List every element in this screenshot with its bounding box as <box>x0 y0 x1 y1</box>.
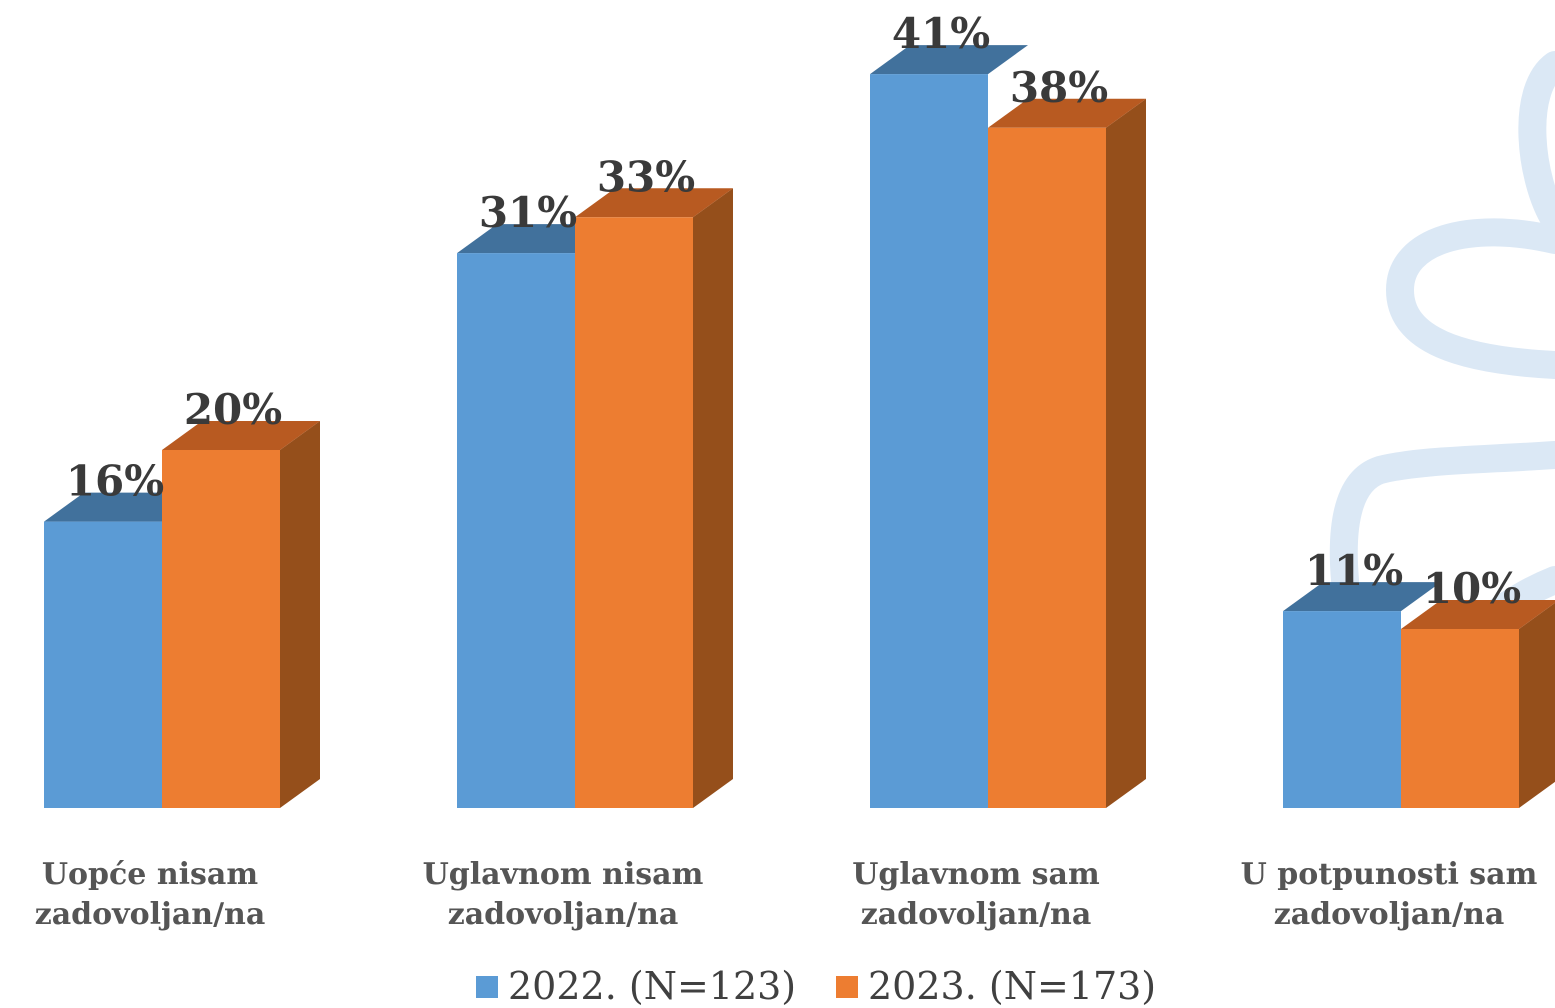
data-label-2022-3: 41% <box>892 9 990 58</box>
bar-front-face <box>988 127 1106 809</box>
legend-swatch <box>476 976 498 998</box>
bar-top-face <box>575 188 733 218</box>
bar-front-face <box>870 74 988 809</box>
bar-side-face <box>280 421 320 808</box>
bar-2022-4 <box>1283 582 1441 808</box>
legend-item-2023: 2023. (N=173) <box>836 964 1156 1008</box>
data-label-2022-4: 11% <box>1305 546 1403 595</box>
legend-label: 2022. (N=123) <box>508 964 796 1008</box>
bar-front-face <box>575 217 693 809</box>
legend-item-2022: 2022. (N=123) <box>476 964 796 1008</box>
category-label-1-line-2: zadovoljan/na <box>35 897 266 932</box>
bar-front-face <box>1401 629 1519 808</box>
bar-2022-1 <box>44 492 202 808</box>
bar-top-face <box>870 45 1028 75</box>
category-label-2-line-2: zadovoljan/na <box>448 897 679 932</box>
category-labels-layer: Uopće nisam zadovoljan/na Uglavnom nisam za… <box>35 857 1538 932</box>
data-label-2023-4: 10% <box>1423 564 1521 613</box>
bar-front-face <box>44 521 162 808</box>
category-label-1-line-1: Uopće nisam <box>42 857 258 892</box>
data-label-2022-1: 16% <box>66 457 164 506</box>
bar-top-face <box>162 421 320 450</box>
legend: 2022. (N=123) 2023. (N=173) <box>476 964 1156 1008</box>
bar-2023-4 <box>1401 600 1555 808</box>
value-labels-layer: 16% 20% 31% 33% 41% 38% 11% 10% <box>66 9 1521 613</box>
bar-side-face <box>693 188 733 809</box>
watermark-curve <box>1385 218 1555 379</box>
watermark-curve <box>1329 441 1555 594</box>
bar-2023-3 <box>988 98 1146 809</box>
watermark-decoration <box>1329 51 1555 624</box>
category-label-4-line-1: U potpunosti sam <box>1241 857 1538 892</box>
bar-2023-1 <box>162 421 320 808</box>
bar-top-face <box>988 98 1146 128</box>
bar-2023-2 <box>575 188 733 809</box>
legend-label: 2023. (N=173) <box>868 964 1156 1008</box>
data-label-2022-2: 31% <box>479 188 577 237</box>
bar-2022-3 <box>870 45 1028 809</box>
category-label-3-line-1: Uglavnom sam <box>852 857 1100 892</box>
bar-top-face <box>1283 582 1441 612</box>
bar-top-face <box>1401 600 1555 629</box>
bar-front-face <box>162 450 280 808</box>
bar-front-face <box>1283 611 1401 808</box>
data-label-2023-2: 33% <box>597 152 695 201</box>
bar-side-face <box>1519 602 1555 808</box>
bars-layer <box>44 45 1555 809</box>
bar-front-face <box>457 253 575 809</box>
category-label-4-line-2: zadovoljan/na <box>1274 897 1505 932</box>
legend-swatch <box>836 976 858 998</box>
watermark-curve <box>1518 51 1555 234</box>
bar-side-face <box>1106 98 1146 809</box>
category-label-2-line-1: Uglavnom nisam <box>423 857 704 892</box>
data-label-2023-1: 20% <box>184 385 282 434</box>
data-label-2023-3: 38% <box>1010 63 1108 112</box>
category-label-3-line-2: zadovoljan/na <box>861 897 1092 932</box>
